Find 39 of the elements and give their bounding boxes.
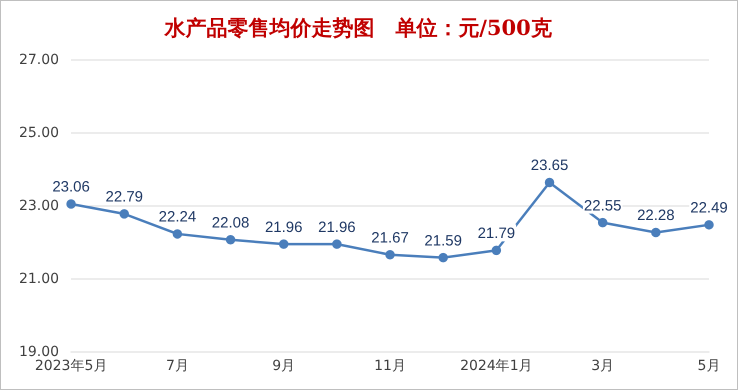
data-label: 21.79: [478, 225, 516, 242]
y-tick-label: 27.00: [18, 52, 60, 68]
data-label: 21.59: [424, 232, 462, 250]
point: [385, 250, 395, 260]
point: [226, 235, 236, 245]
x-tick-label: 5月: [698, 358, 720, 374]
data-label: 21.67: [371, 229, 409, 246]
point: [332, 239, 342, 249]
point: [119, 209, 129, 219]
point: [544, 178, 554, 188]
point: [278, 239, 288, 249]
data-label: 22.24: [158, 208, 196, 226]
data-label: 22.08: [212, 214, 250, 232]
x-tick-label: 2024年1月: [460, 358, 533, 374]
point: [438, 252, 448, 262]
data-label: 22.79: [105, 188, 144, 206]
y-tick-label: 19.00: [18, 344, 60, 360]
data-label: 21.96: [264, 218, 302, 236]
data-label: 21.96: [318, 218, 356, 236]
data-label: 22.55: [584, 197, 622, 214]
x-tick-label: 7月: [166, 358, 189, 374]
x-tick-label: 11月: [374, 358, 406, 374]
x-tick-label: 2023年5月: [34, 358, 108, 374]
point: [492, 246, 502, 256]
x-tick-label: 9月: [272, 358, 296, 374]
x-tick-label: 3月: [591, 358, 614, 374]
data-label: 22.28: [637, 207, 675, 224]
y-tick-label: 21.00: [18, 270, 60, 287]
point: [598, 218, 608, 228]
point: [704, 220, 714, 230]
point: [172, 229, 182, 239]
data-label: 23.06: [52, 178, 90, 196]
point: [66, 199, 76, 209]
y-tick-label: 23.00: [18, 198, 60, 214]
y-tick-label: 25.00: [18, 124, 60, 141]
chart-title: 水产品零售均价走势图 单位：元/500克: [163, 15, 552, 40]
data-label: 22.49: [690, 199, 728, 216]
point: [651, 228, 661, 238]
data-label: 23.65: [530, 157, 568, 174]
